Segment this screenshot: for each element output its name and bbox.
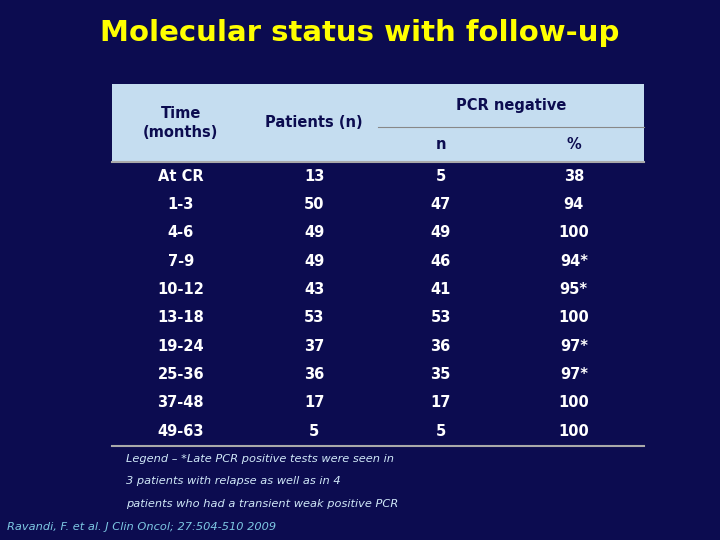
Text: 50: 50 xyxy=(304,197,324,212)
Text: 38: 38 xyxy=(564,168,584,184)
Text: 100: 100 xyxy=(559,395,589,410)
Text: Ravandi, F. et al. J Clin Oncol; 27:504-510 2009: Ravandi, F. et al. J Clin Oncol; 27:504-… xyxy=(7,522,276,532)
Text: 97*: 97* xyxy=(560,339,588,354)
Text: 5: 5 xyxy=(309,424,319,439)
Text: Time
(months): Time (months) xyxy=(143,106,219,140)
Text: 49: 49 xyxy=(431,225,451,240)
Text: 100: 100 xyxy=(559,225,589,240)
Text: At CR: At CR xyxy=(158,168,204,184)
Text: 17: 17 xyxy=(304,395,324,410)
Text: 49: 49 xyxy=(304,225,324,240)
Text: 43: 43 xyxy=(304,282,324,297)
Text: 36: 36 xyxy=(304,367,324,382)
Text: PCR negative: PCR negative xyxy=(456,98,567,113)
Text: 95*: 95* xyxy=(559,282,588,297)
Text: 25-36: 25-36 xyxy=(158,367,204,382)
Text: 13-18: 13-18 xyxy=(158,310,204,326)
Text: 100: 100 xyxy=(559,310,589,326)
Text: Legend – *Late PCR positive tests were seen in: Legend – *Late PCR positive tests were s… xyxy=(126,454,394,464)
Text: 47: 47 xyxy=(431,197,451,212)
Text: 19-24: 19-24 xyxy=(158,339,204,354)
Text: 4-6: 4-6 xyxy=(168,225,194,240)
Text: 13: 13 xyxy=(304,168,324,184)
Text: 17: 17 xyxy=(431,395,451,410)
Text: 36: 36 xyxy=(431,339,451,354)
Text: 100: 100 xyxy=(559,424,589,439)
Text: 37-48: 37-48 xyxy=(158,395,204,410)
Text: %: % xyxy=(567,137,581,152)
Text: 37: 37 xyxy=(304,339,324,354)
Text: 10-12: 10-12 xyxy=(158,282,204,297)
Text: 41: 41 xyxy=(431,282,451,297)
Text: n: n xyxy=(436,137,446,152)
Text: Molecular status with follow-up: Molecular status with follow-up xyxy=(100,19,620,47)
Text: 35: 35 xyxy=(431,367,451,382)
Text: 53: 53 xyxy=(304,310,324,326)
Text: 53: 53 xyxy=(431,310,451,326)
Text: 3 patients with relapse as well as in 4: 3 patients with relapse as well as in 4 xyxy=(126,476,341,487)
Text: 49-63: 49-63 xyxy=(158,424,204,439)
Text: 49: 49 xyxy=(304,254,324,269)
FancyBboxPatch shape xyxy=(112,84,644,162)
Text: 97*: 97* xyxy=(560,367,588,382)
Text: 5: 5 xyxy=(436,168,446,184)
Text: 5: 5 xyxy=(436,424,446,439)
Text: patients who had a transient weak positive PCR: patients who had a transient weak positi… xyxy=(126,499,398,509)
Text: 46: 46 xyxy=(431,254,451,269)
Text: 7-9: 7-9 xyxy=(168,254,194,269)
Text: Patients (n): Patients (n) xyxy=(265,116,363,130)
Text: 1-3: 1-3 xyxy=(168,197,194,212)
Text: 94: 94 xyxy=(564,197,584,212)
Text: 94*: 94* xyxy=(560,254,588,269)
